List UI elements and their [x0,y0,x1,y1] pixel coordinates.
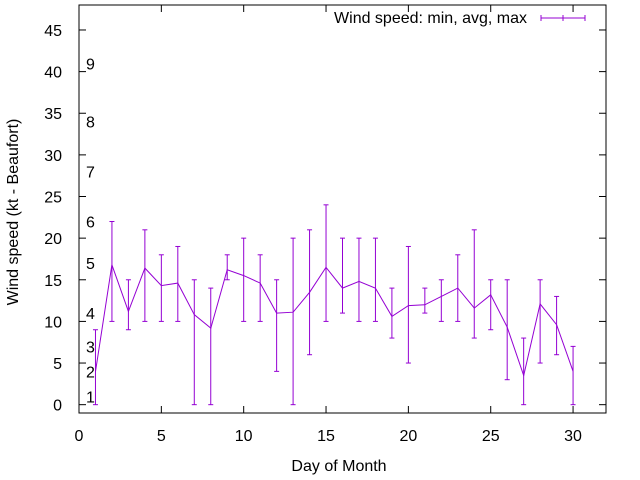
legend: Wind speed: min, avg, max [334,10,586,27]
x-tick-label: 5 [157,428,166,445]
beaufort-label: 5 [86,256,95,273]
beaufort-label: 7 [86,165,95,182]
beaufort-label: 2 [86,364,95,381]
series-avg-line [95,264,574,378]
y-tick-label: 10 [44,314,62,331]
y-tick-label: 5 [53,356,62,373]
x-tick-label: 15 [317,428,335,445]
y-tick-label: 0 [53,398,62,415]
x-tick-label: 25 [482,428,500,445]
y-tick-label: 15 [44,273,62,290]
y-tick-label: 40 [44,65,62,82]
beaufort-label: 4 [86,306,95,323]
y-tick-label: 45 [44,23,62,40]
x-tick-label: 20 [399,428,417,445]
beaufort-label: 1 [86,389,95,406]
y-tick-label: 20 [44,231,62,248]
y-axis-label: Wind speed (kt - Beaufort) [5,119,22,306]
y-tick-label: 25 [44,190,62,207]
x-tick-label: 10 [235,428,253,445]
legend-key [540,15,586,21]
x-axis-label: Day of Month [291,458,386,475]
x-tick-label: 0 [75,428,84,445]
plot-frame [78,4,607,414]
y-tick-label: 35 [44,106,62,123]
beaufort-label: 6 [86,214,95,231]
beaufort-scale-labels: 1 2 3 4 5 6 7 8 9 [86,56,95,406]
beaufort-label: 8 [86,115,95,132]
y-tick-label: 30 [44,148,62,165]
x-tick-label: 30 [564,428,582,445]
legend-label: Wind speed: min, avg, max [334,10,527,27]
beaufort-label: 3 [86,339,95,356]
data-series [92,204,576,406]
beaufort-label: 9 [86,56,95,73]
